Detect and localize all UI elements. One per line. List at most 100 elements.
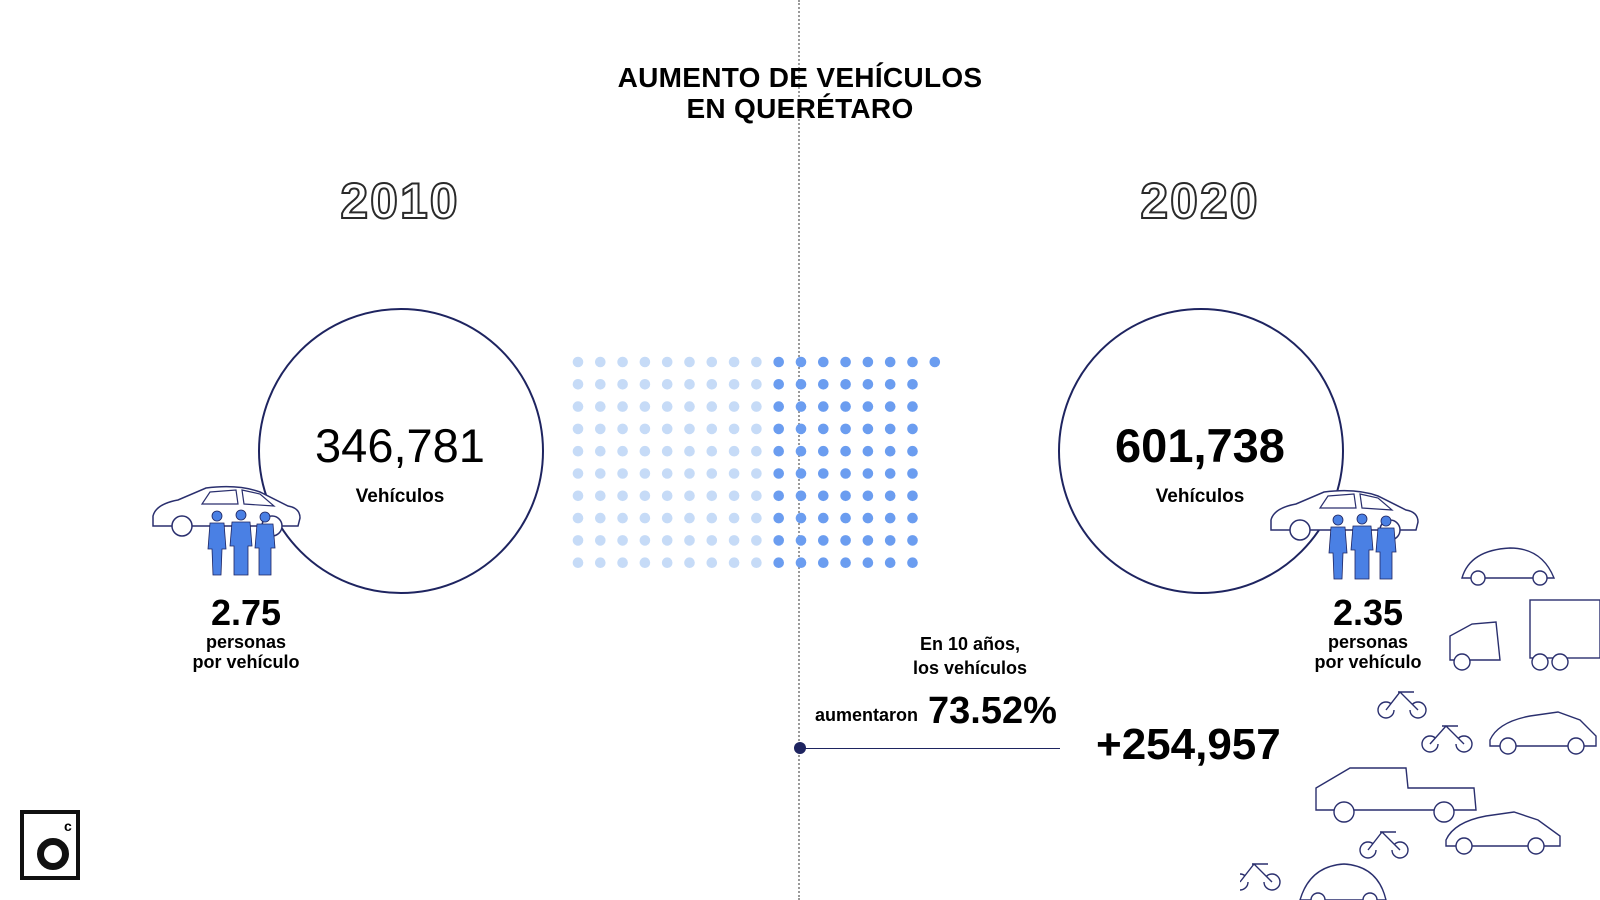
logo-c-mark: c xyxy=(64,818,72,834)
vehicle-illustrations xyxy=(1240,547,1600,900)
dot-dark xyxy=(862,356,874,368)
dot-dark xyxy=(773,445,784,457)
dot-light xyxy=(617,490,628,502)
dot-dark xyxy=(840,445,851,457)
dot-light xyxy=(595,535,606,546)
people-icon xyxy=(1328,513,1397,580)
dot-light xyxy=(639,557,651,568)
dot-light xyxy=(639,445,651,457)
dot-dark xyxy=(773,423,784,435)
dot-dark xyxy=(862,445,874,457)
dot-light xyxy=(751,512,762,524)
dot-dark xyxy=(818,356,829,368)
dot-dark xyxy=(907,356,918,368)
dot-light xyxy=(617,356,628,368)
dot-dark xyxy=(840,535,851,546)
ratio-label-2010-line1: personas xyxy=(205,632,287,652)
dot-light xyxy=(639,535,651,546)
dot-light xyxy=(595,557,606,568)
dot-light xyxy=(728,445,740,457)
dot-dark xyxy=(907,490,918,502)
dot-dark xyxy=(907,557,918,568)
change-rule xyxy=(800,748,1060,749)
dot-dark xyxy=(840,379,851,390)
dot-light xyxy=(728,379,740,390)
ratio-label-2020: personas por vehículo xyxy=(1268,632,1468,672)
dot-dark xyxy=(907,423,918,435)
dot-light xyxy=(706,557,718,568)
dot-dark xyxy=(929,356,941,368)
dot-light xyxy=(706,535,718,546)
dot-light xyxy=(617,379,628,390)
dot-dark xyxy=(840,401,851,412)
dot-light xyxy=(661,379,673,390)
dot-light xyxy=(751,445,762,457)
dot-dark xyxy=(862,557,874,568)
dot-light xyxy=(572,379,584,390)
dot-light xyxy=(661,557,673,568)
dot-light xyxy=(684,445,695,457)
ratio-value-2010: 2.75 xyxy=(210,592,282,633)
car-icon xyxy=(1445,811,1561,855)
dot-light xyxy=(572,356,584,368)
dot-dark xyxy=(862,490,874,502)
dot-light xyxy=(595,401,606,412)
dot-dark xyxy=(907,468,918,479)
dot-light xyxy=(728,401,740,412)
title-line-1: AUMENTO DE VEHÍCULOS xyxy=(617,62,983,93)
dot-dark xyxy=(818,490,829,502)
dot-dark xyxy=(795,512,807,524)
dot-light xyxy=(595,356,606,368)
dot-dark xyxy=(818,557,829,568)
dot-light xyxy=(617,401,628,412)
dot-light xyxy=(617,535,628,546)
dot-dark xyxy=(907,401,918,412)
dot-light xyxy=(751,401,762,412)
change-rule-dot xyxy=(794,742,806,754)
dot-light xyxy=(661,445,673,457)
dot-dark xyxy=(907,512,918,524)
change-delta: +254,957 xyxy=(1096,720,1281,769)
logo-icon: c xyxy=(20,810,80,880)
dot-light xyxy=(728,512,740,524)
semi-truck-icon xyxy=(1449,599,1600,671)
dot-dark xyxy=(907,445,918,457)
dot-light xyxy=(728,557,740,568)
vehicle-count-2020: 601,738 xyxy=(1115,419,1285,472)
dot-light xyxy=(706,356,718,368)
dot-dark xyxy=(884,490,896,502)
dot-light xyxy=(661,468,673,479)
change-line-1: En 10 años, xyxy=(919,634,1021,654)
dot-light xyxy=(595,445,606,457)
logo-o-mark xyxy=(37,838,69,870)
dot-light xyxy=(728,356,740,368)
dot-dark xyxy=(884,557,896,568)
dot-dark xyxy=(840,490,851,502)
dot-light xyxy=(572,468,584,479)
circle-2010 xyxy=(258,308,544,594)
title-line-2: EN QUERÉTARO xyxy=(686,93,914,124)
dot-dark xyxy=(818,535,829,546)
motorcycle-icon xyxy=(1359,830,1409,859)
dot-dark xyxy=(862,401,874,412)
dot-dark xyxy=(884,445,896,457)
dot-light xyxy=(706,379,718,390)
dot-dark xyxy=(795,379,807,390)
dot-light xyxy=(684,401,695,412)
dot-light xyxy=(751,557,762,568)
dot-light xyxy=(661,356,673,368)
dot-dark xyxy=(818,401,829,412)
dot-light xyxy=(572,557,584,568)
page-title: AUMENTO DE VEHÍCULOS EN QUERÉTARO xyxy=(500,62,1100,124)
dot-light xyxy=(706,445,718,457)
dot-dark xyxy=(773,535,784,546)
dot-light xyxy=(661,423,673,435)
dot-light xyxy=(661,512,673,524)
change-percent: 73.52% xyxy=(928,690,1057,732)
car-icon xyxy=(1489,711,1597,755)
ratio-label-2020-line1: personas xyxy=(1327,632,1409,652)
dot-dark xyxy=(795,401,807,412)
dot-light xyxy=(661,490,673,502)
dot-light xyxy=(706,512,718,524)
change-verb: aumentaron xyxy=(815,705,919,725)
